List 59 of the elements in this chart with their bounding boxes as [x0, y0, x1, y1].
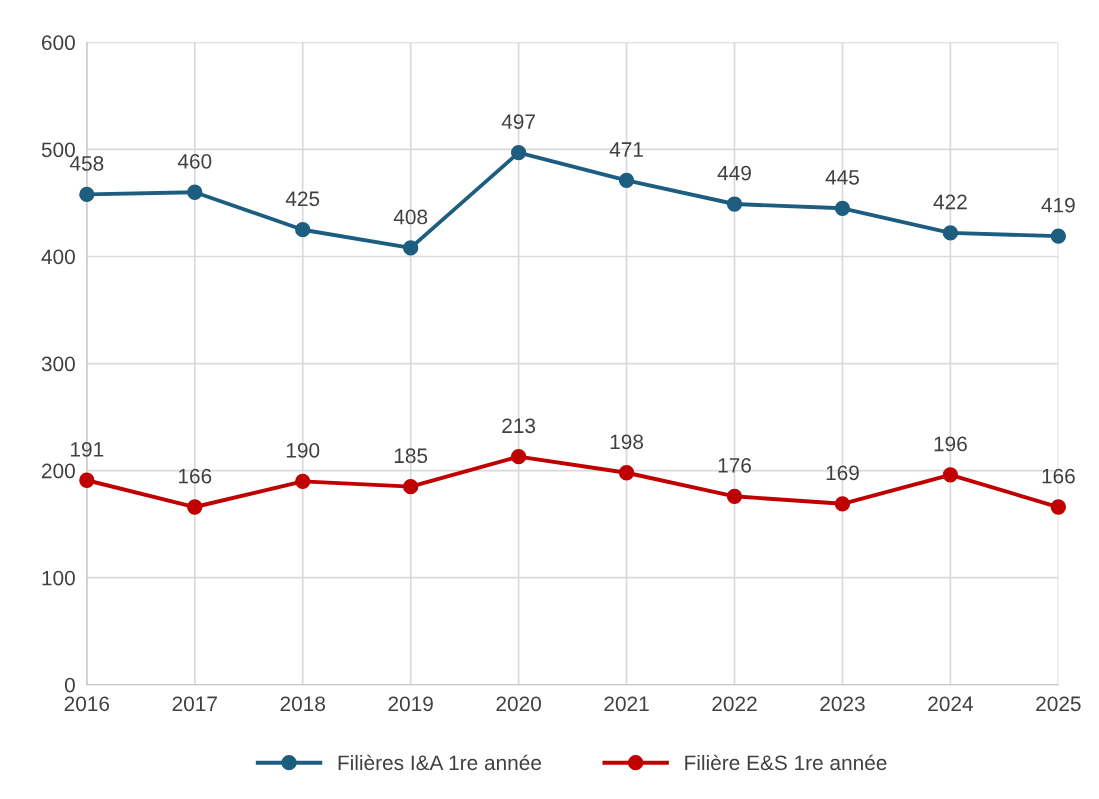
x-tick-label: 2025 — [1036, 696, 1081, 712]
point — [1050, 228, 1066, 244]
point — [942, 225, 959, 241]
data-label: 191 — [71, 441, 104, 457]
x-tick-label: 2020 — [496, 696, 541, 712]
y-tick-label: 200 — [42, 463, 75, 479]
data-label: 198 — [610, 434, 644, 450]
y-tick-label: 300 — [41, 356, 75, 372]
y-tick-label: 400 — [41, 249, 75, 265]
data-label: 419 — [1041, 197, 1075, 213]
point — [79, 472, 95, 488]
point — [726, 196, 743, 212]
point — [618, 172, 635, 189]
x-tick-label: 2016 — [64, 696, 110, 712]
point — [403, 240, 419, 256]
data-label: 166 — [1042, 468, 1075, 484]
data-label: 422 — [933, 194, 967, 210]
y-tick-label: 600 — [42, 35, 75, 51]
point — [79, 186, 95, 203]
data-label: 176 — [718, 457, 751, 473]
data-label: 497 — [501, 114, 535, 130]
data-label: 169 — [826, 465, 859, 481]
data-label: 213 — [502, 418, 536, 434]
x-tick-label: 2021 — [604, 696, 649, 712]
x-tick-label: 2024 — [928, 696, 973, 712]
x-tick-label: 2017 — [172, 696, 217, 712]
point — [726, 488, 743, 504]
data-label: 460 — [177, 153, 212, 169]
data-label: 408 — [393, 209, 428, 225]
data-label: 458 — [69, 156, 104, 171]
data-label: 449 — [717, 165, 751, 181]
point — [295, 222, 311, 238]
data-label: 166 — [178, 468, 212, 484]
data-label: 185 — [394, 448, 428, 464]
y-tick-label: 0 — [64, 677, 75, 693]
x-tick-label: 2023 — [820, 696, 865, 712]
data-label: 445 — [825, 170, 859, 185]
legend-label: Filières I&A 1re année — [338, 754, 541, 771]
data-label: 196 — [934, 436, 967, 452]
point — [510, 449, 527, 465]
y-tick-label: 500 — [41, 142, 75, 158]
x-tick-label: 2019 — [388, 696, 433, 712]
point — [403, 479, 419, 495]
point — [1050, 499, 1066, 515]
point — [187, 184, 203, 200]
data-label: 425 — [285, 191, 320, 207]
point — [618, 465, 635, 481]
point — [834, 200, 851, 216]
y-tick-label: 100 — [42, 570, 75, 586]
x-tick-label: 2018 — [280, 696, 325, 712]
x-tick-label: 2022 — [712, 696, 757, 712]
data-label: 471 — [609, 142, 643, 157]
point — [834, 496, 851, 512]
point — [510, 144, 527, 161]
point — [295, 473, 311, 489]
point — [942, 467, 959, 483]
legend-label: Filière E&S 1re année — [685, 754, 887, 771]
point — [187, 499, 203, 515]
data-label: 190 — [286, 443, 320, 458]
